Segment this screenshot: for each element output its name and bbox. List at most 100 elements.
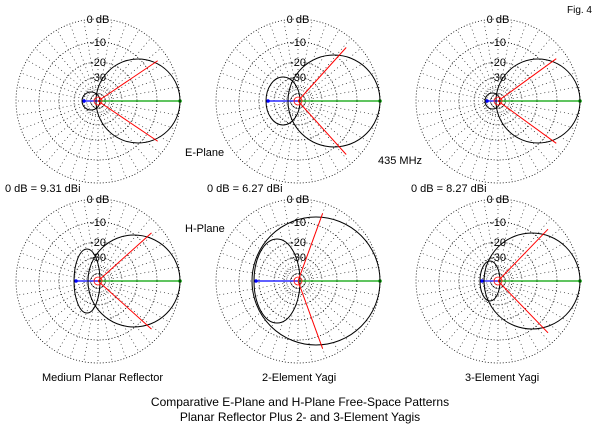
grid-spoke [45,106,94,165]
grid-spoke [434,228,493,277]
grid-spoke [104,103,176,130]
grid-spoke [304,283,376,310]
grid-spoke [45,217,94,276]
grid-spoke [34,105,93,154]
grid-spoke [304,103,376,130]
grid-spoke [103,284,170,323]
polar-plot-e-plane-1: 0 dB -10 -20 -30 [15,14,182,184]
figure-label: Fig. 4 [566,5,592,16]
main-lobe [495,58,581,144]
grid-spoke [17,266,92,281]
grid-spoke [302,37,351,96]
main-lobe [483,232,581,330]
grid-spoke [502,37,551,96]
grid-spoke [417,101,492,116]
grid-spoke [420,72,492,99]
grid-spoke [303,104,370,143]
grid-spoke [256,106,295,173]
grid-spoke [100,107,127,179]
grid-spoke [483,107,498,182]
gain-reference-planar-reflector: 0 dB = 9.31 dBi [5,183,81,195]
grid-spoke [483,200,498,275]
main-lobe [251,216,381,346]
gain-reference-2-element-yagi: 0 dB = 6.27 dBi [207,183,283,195]
grid-spoke [83,287,98,362]
grid-spoke [283,287,298,362]
center-ring [293,96,303,106]
grid-spoke [500,23,527,95]
grid-spoke [469,107,496,179]
grid-spoke [234,228,293,277]
grid-spoke [102,286,151,345]
beamwidth-line [297,47,347,102]
beamwidth-line [297,280,324,349]
grid-spoke [283,20,298,95]
grid-spoke [104,283,176,310]
grid-spoke [245,217,294,276]
grid-spoke [426,104,493,143]
grid-spoke [220,72,292,99]
grid-spoke [503,239,570,278]
rear-axis-marker [74,279,78,283]
ring-label-minus30: -30 [490,252,506,264]
grid-spoke [226,239,293,278]
grid-spoke [434,105,493,154]
grid-spoke [103,48,162,97]
grid-spoke [303,59,370,98]
rear-lobe [253,238,301,324]
grid-spoke [283,107,298,182]
polar-plot-h-plane-1: 0 dB -10 -20 -30 [15,194,182,364]
grid-spoke [83,200,98,275]
grid-spoke [102,37,151,96]
grid-spoke [302,286,351,345]
grid-spoke [269,287,296,359]
grid-spoke [483,287,498,362]
grid-spoke [426,59,493,98]
antenna-name-planar-reflector: Medium Planar Reflector [42,372,164,384]
grid-spoke [502,106,551,165]
grid-spoke [420,103,492,130]
grid-spoke [504,252,576,279]
grid-spoke [101,286,140,353]
grid-spoke [56,209,95,276]
main-lobe [287,54,381,148]
grid-spoke [104,86,179,101]
grid-spoke [503,285,562,334]
grid-spoke [102,106,151,165]
grid-spoke [234,105,293,154]
grid-spoke [302,106,351,165]
grid-spoke [503,104,570,143]
polar-plot-h-plane-3: 0 dB -10 -20 -30 [415,194,582,364]
grid-spoke [417,281,492,296]
polar-plot-e-plane-2: 0 dB -10 -20 -30 [215,14,382,184]
grid-spoke [503,228,562,277]
grid-spoke [304,281,379,296]
center-ring [493,276,503,286]
grid-spoke [34,48,93,97]
grid-spoke [303,228,362,277]
grid-spoke [226,104,293,143]
grid-spoke [301,106,340,173]
grid-spoke [301,286,340,353]
beamwidth-line [497,280,549,334]
grid-spoke [98,287,113,362]
grid-spoke [504,283,576,310]
rear-lobe [265,76,301,126]
grid-spoke [503,284,570,323]
grid-spoke [245,106,294,165]
antenna-name-2-element-yagi: 2-Element Yagi [262,372,337,384]
grid-spoke [445,106,494,165]
beamwidth-line [297,100,347,155]
grid-spoke [98,107,113,182]
grid-spoke [34,228,93,277]
grid-spoke [103,239,170,278]
rear-lobe [73,248,101,314]
grid-spoke [445,37,494,96]
grid-spoke [217,281,292,296]
grid-spoke [104,266,179,281]
grid-spoke [502,286,551,345]
grid-spoke [498,287,513,362]
grid-spoke [100,203,127,275]
center-ring [493,96,503,106]
grid-spoke [456,29,495,96]
